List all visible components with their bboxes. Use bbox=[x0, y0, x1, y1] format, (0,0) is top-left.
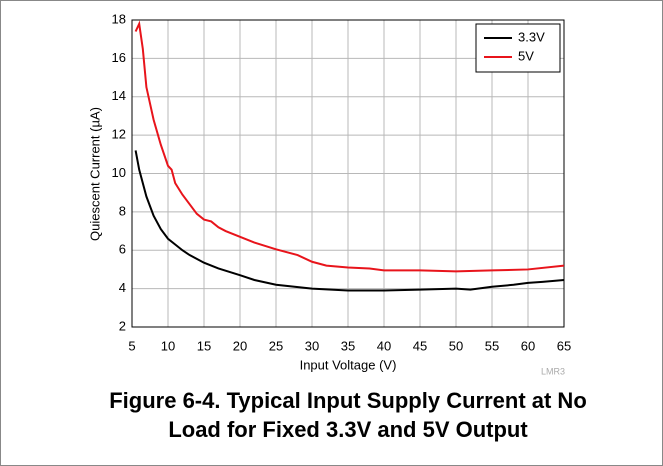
y-tick-label: 2 bbox=[119, 318, 126, 333]
chart-title: Load for Fixed 3.3V and 5V Output bbox=[168, 417, 528, 442]
chart-title: Figure 6-4. Typical Input Supply Current… bbox=[109, 388, 587, 413]
y-tick-label: 14 bbox=[112, 88, 126, 103]
x-tick-label: 25 bbox=[269, 338, 283, 353]
plot-border bbox=[131, 19, 565, 328]
x-tick-label: 35 bbox=[341, 338, 355, 353]
x-tick-label: 30 bbox=[305, 338, 319, 353]
x-tick-label: 65 bbox=[557, 338, 571, 353]
legend-box bbox=[475, 23, 561, 73]
data-line bbox=[134, 20, 565, 273]
x-tick-label: 45 bbox=[413, 338, 427, 353]
y-tick-label: 18 bbox=[112, 11, 126, 26]
y-tick-label: 16 bbox=[112, 50, 126, 65]
legend-label: 5V bbox=[518, 48, 534, 63]
x-tick-label: 20 bbox=[233, 338, 247, 353]
x-tick-label: 40 bbox=[377, 338, 391, 353]
y-tick-label: 6 bbox=[119, 242, 126, 257]
x-tick-label: 10 bbox=[161, 338, 175, 353]
data-line bbox=[134, 150, 565, 292]
annotation: LMR3 bbox=[541, 366, 565, 376]
x-tick-label: 50 bbox=[449, 338, 463, 353]
x-tick-label: 15 bbox=[197, 338, 211, 353]
y-tick-label: 12 bbox=[112, 127, 126, 142]
x-tick-label: 60 bbox=[521, 338, 535, 353]
x-axis-label: Input Voltage (V) bbox=[300, 357, 397, 372]
legend-label: 3.3V bbox=[518, 29, 545, 44]
y-tick-label: 4 bbox=[119, 280, 126, 295]
y-tick-label: 8 bbox=[119, 203, 126, 218]
y-axis-label: Quiescent Current (µA) bbox=[87, 107, 102, 241]
y-tick-label: 10 bbox=[112, 165, 126, 180]
x-tick-label: 5 bbox=[128, 338, 135, 353]
x-tick-label: 55 bbox=[485, 338, 499, 353]
